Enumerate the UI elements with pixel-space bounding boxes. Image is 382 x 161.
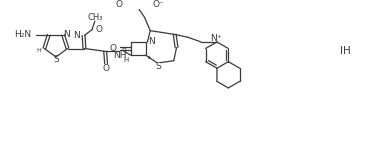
Text: NH: NH <box>113 51 127 60</box>
Text: IH: IH <box>340 46 351 56</box>
Text: O: O <box>115 0 122 9</box>
Text: H₂N: H₂N <box>14 30 31 39</box>
Text: N: N <box>148 38 155 46</box>
Text: O: O <box>109 44 117 53</box>
Text: S: S <box>53 55 59 64</box>
Text: H: H <box>37 48 42 53</box>
Text: O: O <box>96 25 103 34</box>
Text: H: H <box>123 57 129 63</box>
Text: O⁻: O⁻ <box>152 0 164 9</box>
Text: N: N <box>63 30 70 39</box>
Text: H: H <box>121 47 126 52</box>
Text: •: • <box>146 54 151 63</box>
Text: S: S <box>156 62 162 71</box>
Text: N: N <box>73 31 80 40</box>
Text: CH₃: CH₃ <box>87 13 102 22</box>
Text: O: O <box>103 64 110 73</box>
Text: N⁺: N⁺ <box>210 34 222 43</box>
